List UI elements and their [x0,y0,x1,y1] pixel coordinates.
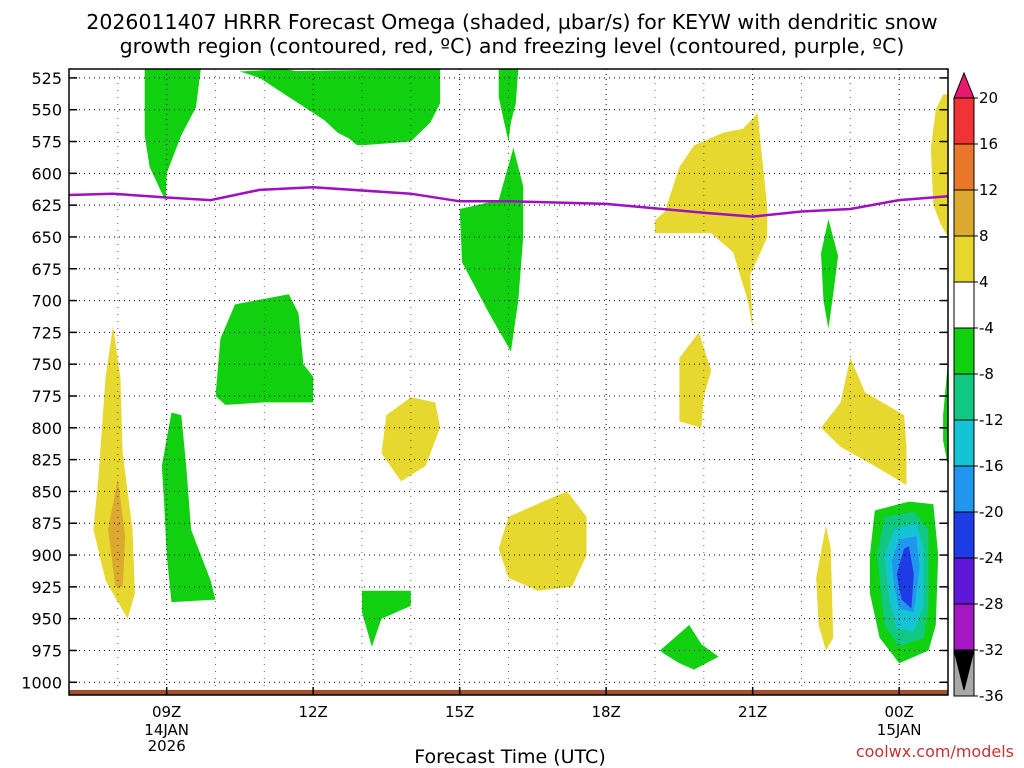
omega-region-22 [816,525,834,651]
colorbar-bin-1 [953,97,975,145]
omega-region-4 [459,147,524,352]
y-tick-label-525: 525 [31,69,62,88]
colorbar-bin-9 [953,465,975,513]
y-tick-label-775: 775 [31,387,62,406]
colorbar: 20 16 12 8 4 -4 -8 -12 -16 -20 -24 -28 -32 -36 [953,71,1004,705]
surface-layer [69,689,948,695]
plot-frame [68,68,949,696]
omega-region-6 [161,412,216,603]
x-tick-sublabel-09Z-1: 2026 [148,737,186,755]
x-tick-sublabel-09Z-0: 14JAN [144,721,189,739]
colorbar-label-7: -12 [979,411,1004,429]
x-tick-label-00Z: 00Z [884,703,913,721]
colorbar-label-13: -36 [979,687,1004,705]
chart-title-line-2: growth region (contoured, red, ºC) and f… [120,34,905,58]
colorbar-top-arrow [953,71,975,99]
omega-region-24 [930,94,948,238]
y-tick-label-700: 700 [31,292,62,311]
omega-region-3 [498,69,519,142]
colorbar-bin-11 [953,557,975,605]
x-tick-sublabel-00Z-0: 15JAN [877,721,922,739]
colorbar-label-10: -24 [979,549,1004,567]
colorbar-bin-4 [953,235,975,283]
colorbar-label-6: -8 [979,365,994,383]
omega-region-2 [264,69,441,146]
x-tick-label-12Z: 12Z [298,703,327,721]
y-tick-label-925: 925 [31,578,62,597]
x-tick-label-21Z: 21Z [738,703,767,721]
omega-region-17 [108,478,126,587]
y-tick-label-725: 725 [31,323,62,342]
colorbar-label-9: -20 [979,503,1004,521]
omega-region-23 [821,357,907,486]
y-tick-label-975: 975 [31,641,62,660]
y-tick-label-675: 675 [31,260,62,279]
surface-band [69,689,948,695]
colorbar-bin-12 [953,603,975,651]
credit-text: coolwx.com/models [856,742,1014,761]
omega-region-10 [943,361,948,466]
omega-shaded-regions [93,69,948,670]
y-axis: 525 550 575 600 625 650 675 700 725 750 775 800 825 8… [21,69,948,692]
colorbar-bin-6 [953,327,975,375]
y-tick-label-875: 875 [31,514,62,533]
x-tick-label-18Z: 18Z [591,703,620,721]
colorbar-bin-2 [953,143,975,191]
omega-region-20 [679,332,712,428]
y-tick-label-650: 650 [31,228,62,247]
colorbar-bottom-arrow [953,649,975,691]
y-tick-label-950: 950 [31,610,62,629]
y-tick-label-900: 900 [31,546,62,565]
colorbar-label-11: -28 [979,595,1004,613]
y-tick-label-625: 625 [31,196,62,215]
omega-region-18 [381,397,441,482]
omega-region-15 [896,546,914,609]
omega-region-0 [144,69,201,202]
colorbar-label-3: 8 [979,227,989,245]
omega-region-21 [655,113,768,329]
colorbar-bin-10 [953,511,975,559]
omega-region-19 [498,491,587,591]
gridlines [69,69,948,695]
colorbar-bin-3 [953,189,975,237]
colorbar-label-4: 4 [979,273,989,291]
x-axis-label: Forecast Time (UTC) [414,746,605,768]
y-tick-label-750: 750 [31,355,62,374]
y-tick-label-550: 550 [31,101,62,120]
colorbar-label-1: 16 [979,135,998,153]
y-tick-label-575: 575 [31,133,62,152]
freezing-level-layer [69,186,948,218]
chart-title-line-1: 2026011407 HRRR Forecast Omega (shaded, … [86,10,937,34]
colorbar-label-8: -16 [979,457,1004,475]
colorbar-label-12: -32 [979,641,1004,659]
omega-region-8 [659,625,719,670]
colorbar-label-0: 20 [979,89,998,107]
y-tick-label-800: 800 [31,419,62,438]
colorbar-label-5: -4 [979,319,994,337]
colorbar-bin-5 [953,281,975,329]
y-tick-label-1000: 1000 [21,673,62,692]
freezing-level-line [69,186,948,218]
colorbar-bin-8 [953,419,975,467]
y-tick-label-825: 825 [31,451,62,470]
y-tick-label-600: 600 [31,164,62,183]
y-tick-label-850: 850 [31,482,62,501]
omega-region-7 [362,590,411,647]
omega-region-9 [821,219,839,329]
colorbar-label-2: 12 [979,181,998,199]
colorbar-bin-7 [953,373,975,421]
x-tick-label-15Z: 15Z [445,703,474,721]
x-tick-label-09Z: 09Z [152,703,181,721]
